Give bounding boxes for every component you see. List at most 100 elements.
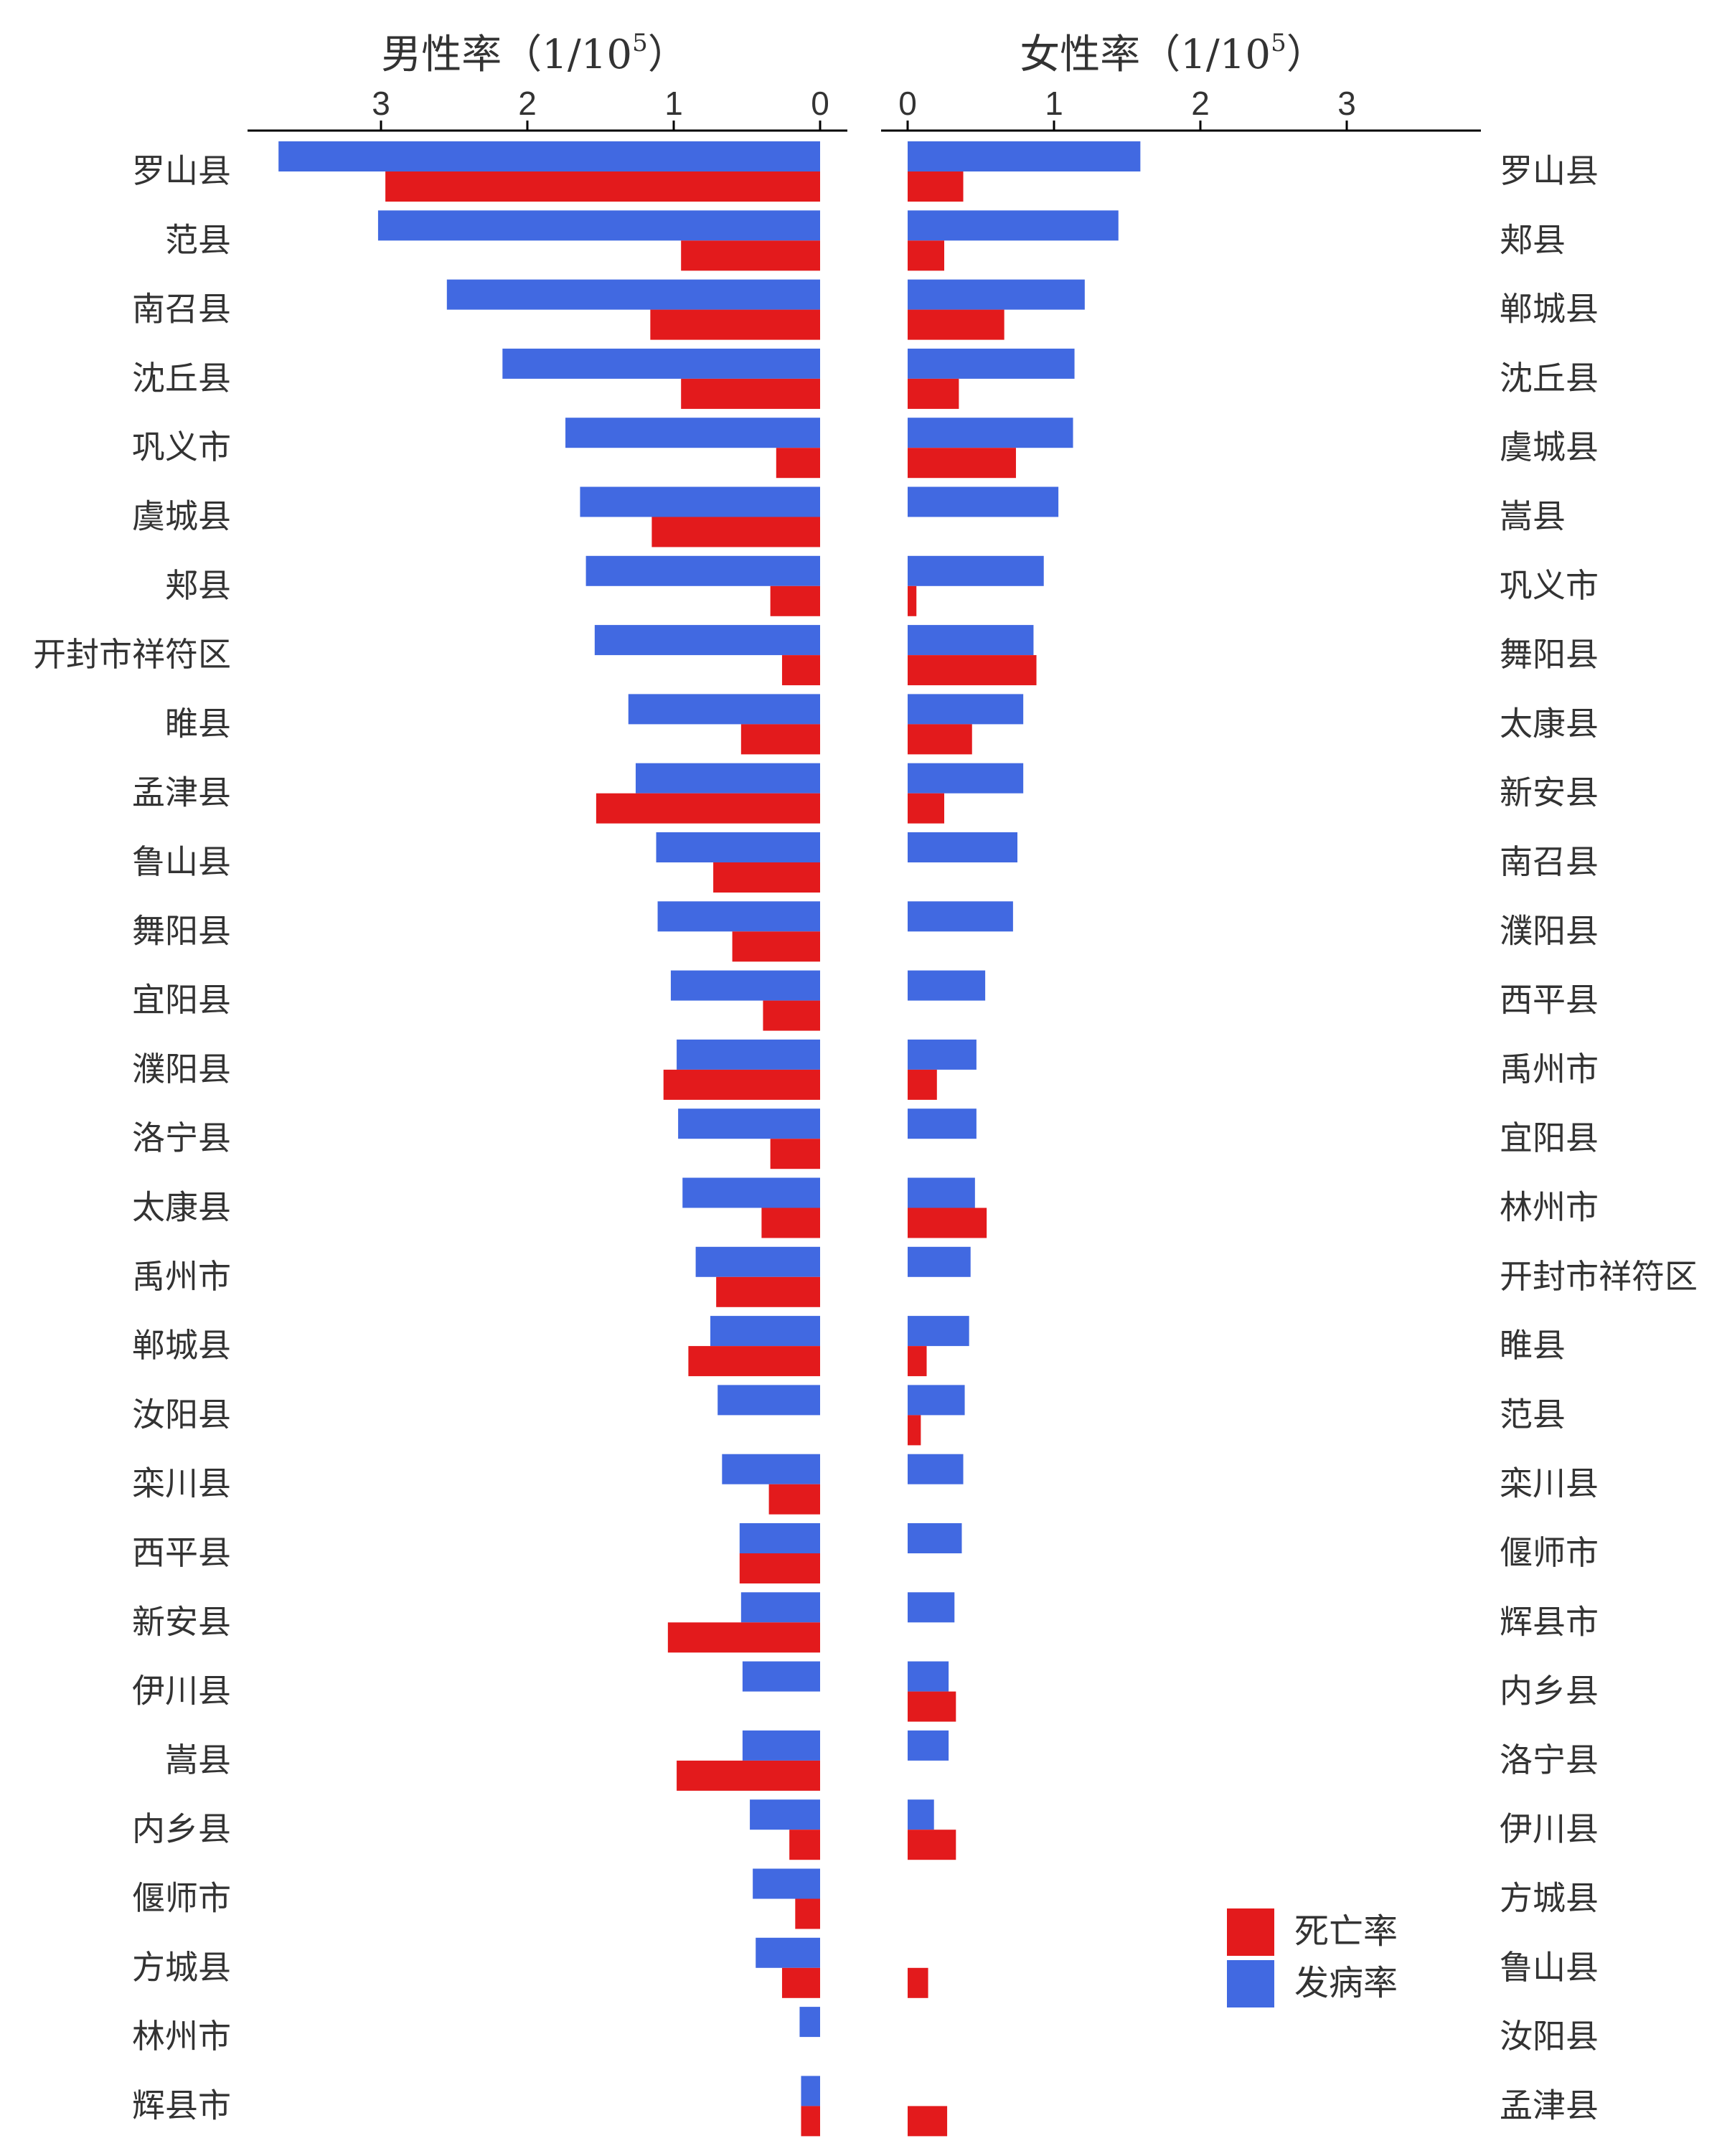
legend-label-death: 死亡率 <box>1294 1911 1398 1952</box>
male-incidence-bar <box>656 832 820 862</box>
female-incidence-bar <box>908 279 1085 310</box>
female-category-label: 巩义市 <box>1500 566 1599 605</box>
female-incidence-bar <box>908 1385 965 1416</box>
female-category-label: 辉县市 <box>1500 1602 1599 1641</box>
male-category-label: 南召县 <box>132 290 231 329</box>
male-death-bar <box>716 1276 820 1307</box>
female-title-text: 女性率（1/10 <box>1020 32 1271 78</box>
male-incidence-bar <box>677 1039 820 1070</box>
male-death-bar <box>781 655 820 686</box>
male-category-label: 范县 <box>165 220 231 259</box>
female-incidence-bar <box>908 210 1119 241</box>
male-death-bar <box>768 1484 820 1515</box>
male-death-bar <box>795 1898 820 1929</box>
female-incidence-bar <box>908 832 1017 862</box>
male-death-bar <box>681 378 820 409</box>
male-title-text: 男性率（1/10 <box>381 32 632 78</box>
female-category-label: 汝阳县 <box>1500 2017 1599 2056</box>
female-tick-label: 0 <box>898 85 917 122</box>
male-title-superscript: 5 <box>632 29 648 57</box>
female-incidence-bar <box>908 970 986 1001</box>
female-category-label: 林州市 <box>1500 1188 1599 1227</box>
male-death-bar <box>681 240 820 271</box>
male-tick-label: 0 <box>811 85 829 122</box>
female-incidence-bar <box>908 1454 964 1484</box>
male-category-label: 开封市祥符区 <box>33 635 231 674</box>
female-death-bar <box>908 1967 928 1998</box>
female-category-label: 方城县 <box>1500 1879 1599 1918</box>
male-category-label: 舞阳县 <box>132 911 231 950</box>
female-incidence-bar <box>908 1523 962 1553</box>
female-category-label: 郏县 <box>1500 220 1566 259</box>
female-death-bar <box>908 724 972 755</box>
male-category-label: 沈丘县 <box>132 359 231 397</box>
female-category-label: 舞阳县 <box>1500 635 1599 674</box>
male-category-label: 方城县 <box>132 1948 231 1987</box>
female-category-label: 沈丘县 <box>1500 359 1599 397</box>
male-incidence-bar <box>585 555 820 586</box>
male-death-bar <box>663 1069 820 1100</box>
female-incidence-bar <box>908 1177 975 1208</box>
legend-label-incidence: 发病率 <box>1294 1963 1398 2003</box>
female-death-bar <box>908 2106 948 2137</box>
male-incidence-bar <box>753 1868 820 1899</box>
female-death-bar <box>908 378 959 409</box>
female-death-bar <box>908 309 1004 340</box>
legend-swatch-death <box>1227 1908 1274 1956</box>
female-incidence-bar <box>908 348 1075 379</box>
female-incidence-bar <box>908 1246 971 1277</box>
male-incidence-bar <box>628 694 820 725</box>
male-incidence-bar <box>740 1592 820 1623</box>
female-category-label: 禹州市 <box>1500 1050 1599 1088</box>
male-category-label: 宜阳县 <box>132 981 231 1020</box>
male-death-bar <box>761 1208 820 1238</box>
female-incidence-bar <box>908 763 1024 794</box>
female-incidence-bar <box>908 901 1013 932</box>
male-incidence-bar <box>635 763 820 794</box>
female-death-bar <box>908 655 1037 686</box>
male-incidence-bar <box>799 2007 820 2038</box>
male-incidence-bar <box>657 901 820 932</box>
female-death-bar <box>908 171 964 202</box>
female-incidence-bar <box>908 1799 934 1830</box>
male-category-label: 濮阳县 <box>132 1050 231 1088</box>
female-tick-label: 2 <box>1191 85 1210 122</box>
female-category-label: 宜阳县 <box>1500 1119 1599 1157</box>
female-category-label: 洛宁县 <box>1500 1741 1599 1779</box>
male-incidence-bar <box>580 486 820 517</box>
male-incidence-bar <box>278 141 820 171</box>
male-death-bar <box>677 1760 820 1791</box>
female-category-label: 伊川县 <box>1500 1809 1599 1848</box>
male-death-bar <box>667 1622 820 1653</box>
female-category-label: 太康县 <box>1500 704 1599 743</box>
female-category-label: 罗山县 <box>1500 151 1599 190</box>
female-title-close: ） <box>1286 32 1327 78</box>
male-incidence-bar <box>565 418 820 448</box>
male-category-label: 郸城县 <box>132 1326 231 1365</box>
male-category-label: 嵩县 <box>165 1741 231 1779</box>
female-incidence-bar <box>908 1316 969 1347</box>
female-incidence-bar <box>908 1039 977 1070</box>
male-tick-label: 3 <box>372 85 390 122</box>
male-incidence-bar <box>722 1454 820 1484</box>
female-category-label: 嵩县 <box>1500 497 1566 536</box>
male-category-label: 伊川县 <box>132 1672 231 1710</box>
male-incidence-bar <box>594 625 820 656</box>
male-category-label: 汝阳县 <box>132 1395 231 1434</box>
male-death-bar <box>770 1139 820 1169</box>
female-category-label: 南召县 <box>1500 842 1599 881</box>
female-death-bar <box>908 1415 921 1446</box>
female-death-bar <box>908 1830 956 1860</box>
female-tick-label: 3 <box>1337 85 1356 122</box>
male-incidence-bar <box>682 1177 820 1208</box>
male-category-label: 偃师市 <box>132 1879 231 1918</box>
female-title-superscript: 5 <box>1271 29 1286 57</box>
male-category-label: 辉县市 <box>132 2086 231 2124</box>
female-category-label: 西平县 <box>1500 981 1599 1020</box>
male-incidence-bar <box>502 348 820 379</box>
male-incidence-bar <box>695 1246 820 1277</box>
male-incidence-bar <box>742 1661 820 1692</box>
female-category-label: 开封市祥符区 <box>1500 1257 1698 1296</box>
